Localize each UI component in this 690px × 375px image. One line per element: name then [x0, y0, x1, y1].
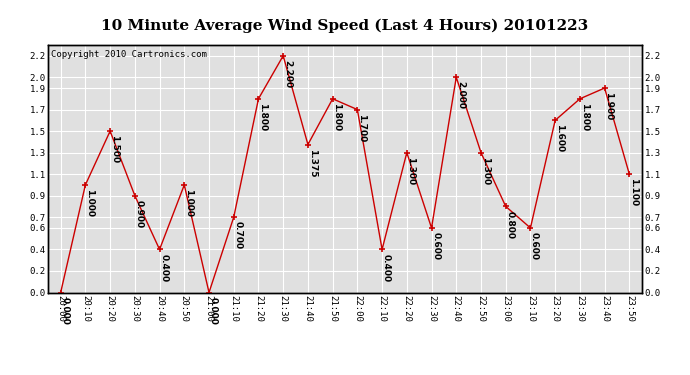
Text: 1.300: 1.300: [481, 157, 490, 185]
Text: 1.900: 1.900: [604, 92, 613, 120]
Text: 2.000: 2.000: [456, 81, 465, 110]
Text: 1.800: 1.800: [333, 103, 342, 131]
Text: 1.700: 1.700: [357, 114, 366, 142]
Text: 0.400: 0.400: [382, 254, 391, 282]
Text: 0.400: 0.400: [159, 254, 168, 282]
Text: Copyright 2010 Cartronics.com: Copyright 2010 Cartronics.com: [51, 50, 207, 59]
Text: 1.000: 1.000: [184, 189, 193, 217]
Text: 0.900: 0.900: [135, 200, 144, 228]
Text: 0.800: 0.800: [505, 211, 514, 238]
Text: 1.500: 1.500: [110, 135, 119, 164]
Text: 1.100: 1.100: [629, 178, 638, 206]
Text: 2.200: 2.200: [283, 60, 292, 88]
Text: 1.300: 1.300: [406, 157, 415, 185]
Text: 1.000: 1.000: [85, 189, 94, 217]
Text: 1.375: 1.375: [308, 149, 317, 177]
Text: 0.600: 0.600: [431, 232, 440, 260]
Text: 0.000: 0.000: [208, 297, 217, 324]
Text: 0.000: 0.000: [60, 297, 69, 324]
Text: 0.700: 0.700: [233, 221, 242, 249]
Text: 1.600: 1.600: [555, 124, 564, 153]
Text: 10 Minute Average Wind Speed (Last 4 Hours) 20101223: 10 Minute Average Wind Speed (Last 4 Hou…: [101, 19, 589, 33]
Text: 1.800: 1.800: [258, 103, 267, 131]
Text: 0.600: 0.600: [530, 232, 539, 260]
Text: 1.800: 1.800: [580, 103, 589, 131]
